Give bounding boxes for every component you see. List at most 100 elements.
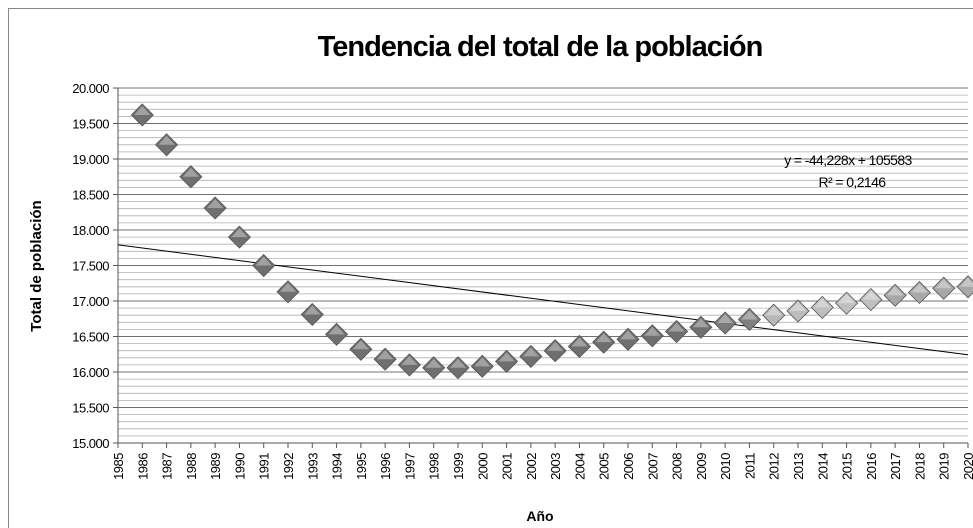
x-tick-label: 1993 bbox=[305, 453, 320, 480]
x-tick-label: 2000 bbox=[475, 453, 490, 480]
data-point-highlight bbox=[790, 301, 806, 311]
data-point bbox=[519, 344, 543, 368]
y-tick-label: 18.500 bbox=[72, 188, 109, 203]
data-point-highlight bbox=[280, 282, 296, 292]
x-tick-label: 1985 bbox=[111, 453, 126, 480]
data-point-highlight bbox=[935, 279, 952, 289]
data-point bbox=[373, 347, 397, 371]
data-point bbox=[810, 295, 834, 319]
data-point bbox=[276, 280, 300, 304]
x-tick-label: 2006 bbox=[621, 453, 636, 480]
data-point bbox=[907, 280, 931, 305]
data-point-highlight bbox=[474, 357, 491, 367]
chart-title: Tendencia del total de la población bbox=[318, 31, 763, 63]
x-tick-label: 2013 bbox=[791, 453, 806, 480]
data-point-highlight bbox=[692, 318, 709, 328]
data-point bbox=[835, 291, 859, 315]
x-tick-label: 2004 bbox=[572, 453, 587, 480]
y-tick-label: 17.500 bbox=[72, 259, 109, 274]
data-point bbox=[495, 349, 519, 373]
data-point-highlight bbox=[522, 347, 539, 357]
x-tick-label: 2019 bbox=[937, 453, 952, 480]
data-point bbox=[155, 133, 179, 157]
x-tick-label: 1995 bbox=[354, 453, 369, 480]
data-point-highlight bbox=[304, 305, 321, 315]
x-tick-label: 2018 bbox=[912, 453, 927, 480]
data-point-highlight bbox=[765, 306, 782, 316]
y-tick-label: 15.500 bbox=[72, 401, 109, 416]
x-tick-label: 1986 bbox=[135, 453, 150, 480]
data-point-highlight bbox=[377, 350, 394, 360]
x-tick-label: 1996 bbox=[378, 453, 393, 480]
chart-frame bbox=[8, 8, 973, 528]
data-point bbox=[227, 225, 251, 249]
data-point bbox=[592, 330, 616, 354]
data-point-highlight bbox=[182, 167, 199, 177]
data-point-highlight bbox=[887, 286, 904, 296]
x-tick-label: 2010 bbox=[718, 453, 733, 480]
data-point bbox=[300, 302, 324, 327]
data-point-highlight bbox=[960, 277, 973, 287]
data-point bbox=[859, 288, 883, 312]
x-tick-label: 2012 bbox=[767, 453, 782, 480]
x-tick-label: 1989 bbox=[208, 453, 223, 480]
data-point bbox=[130, 103, 154, 127]
data-point bbox=[397, 353, 421, 377]
data-point bbox=[956, 275, 973, 299]
data-point bbox=[665, 319, 689, 344]
x-tick-label: 2008 bbox=[670, 453, 685, 480]
data-point-highlight bbox=[352, 340, 369, 350]
data-point bbox=[762, 303, 786, 327]
data-point-highlight bbox=[717, 314, 734, 324]
x-tick-label: 1998 bbox=[427, 453, 442, 480]
x-tick-label: 1992 bbox=[281, 453, 296, 480]
data-point-highlight bbox=[571, 337, 588, 347]
x-tick-label: 1997 bbox=[402, 453, 417, 480]
data-point bbox=[543, 339, 567, 363]
data-point bbox=[883, 283, 907, 307]
y-axis-label: Total de población bbox=[28, 200, 45, 331]
data-point bbox=[252, 253, 276, 278]
data-point-highlight bbox=[911, 283, 928, 293]
data-point-highlight bbox=[134, 105, 151, 115]
data-point-highlight bbox=[595, 333, 612, 343]
x-tick-label: 2003 bbox=[548, 453, 563, 480]
data-point-highlight bbox=[328, 325, 345, 335]
data-point bbox=[932, 276, 956, 300]
x-tick-label: 2007 bbox=[645, 453, 660, 480]
y-tick-label: 19.000 bbox=[72, 152, 109, 167]
x-tick-label: 1991 bbox=[257, 453, 272, 480]
data-point-highlight bbox=[450, 358, 466, 368]
data-point-highlight bbox=[207, 198, 224, 208]
x-tick-label: 1987 bbox=[160, 453, 175, 480]
data-point-highlight bbox=[838, 294, 855, 304]
x-axis-label: Año bbox=[526, 508, 553, 524]
data-point-highlight bbox=[862, 290, 879, 300]
x-tick-label: 2016 bbox=[864, 453, 879, 480]
x-tick-label: 2002 bbox=[524, 453, 539, 480]
x-tick-label: 2011 bbox=[742, 453, 757, 479]
y-tick-label: 19.500 bbox=[72, 117, 109, 132]
data-point bbox=[689, 315, 713, 339]
x-tick-label: 1999 bbox=[451, 453, 466, 480]
data-point-highlight bbox=[401, 355, 418, 365]
x-tick-label: 2005 bbox=[597, 453, 612, 480]
y-tick-label: 15.000 bbox=[72, 436, 109, 451]
x-tick-label: 2015 bbox=[840, 453, 855, 480]
trendline-equation: y = -44,228x + 105583 bbox=[784, 152, 912, 168]
y-tick-label: 17.000 bbox=[72, 294, 109, 309]
data-point bbox=[616, 327, 640, 351]
trendline-r2: R² = 0,2146 bbox=[819, 174, 887, 190]
data-point-highlight bbox=[741, 310, 758, 320]
data-point-highlight bbox=[498, 352, 515, 362]
data-point bbox=[737, 307, 761, 332]
data-point-highlight bbox=[158, 135, 175, 145]
y-tick-label: 16.500 bbox=[72, 330, 109, 345]
data-point bbox=[179, 165, 203, 189]
data-point-highlight bbox=[231, 228, 248, 238]
x-tick-label: 1990 bbox=[232, 453, 247, 480]
x-tick-label: 1988 bbox=[184, 453, 199, 480]
x-tick-label: 1994 bbox=[330, 453, 345, 480]
